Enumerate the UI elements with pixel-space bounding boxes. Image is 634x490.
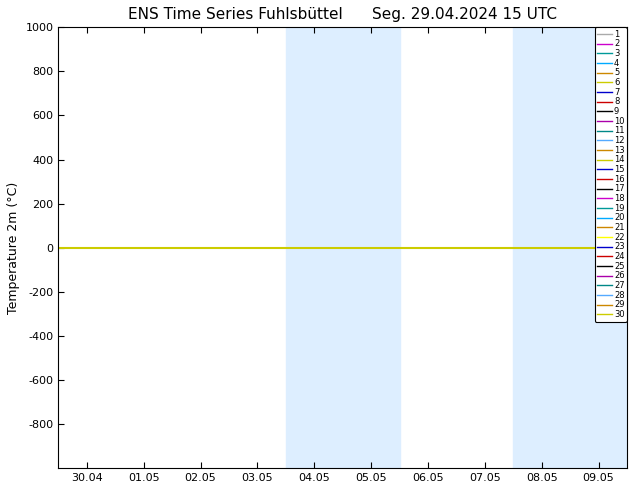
Legend: 1, 2, 3, 4, 5, 6, 7, 8, 9, 10, 11, 12, 13, 14, 15, 16, 17, 18, 19, 20, 21, 22, 2: 1, 2, 3, 4, 5, 6, 7, 8, 9, 10, 11, 12, 1… [595, 27, 627, 321]
Bar [286, 27, 399, 468]
Bar [514, 27, 627, 468]
Y-axis label: Temperature 2m (°C): Temperature 2m (°C) [7, 182, 20, 314]
Title: ENS Time Series Fuhlsbüttel      Seg. 29.04.2024 15 UTC: ENS Time Series Fuhlsbüttel Seg. 29.04.2… [128, 7, 557, 22]
